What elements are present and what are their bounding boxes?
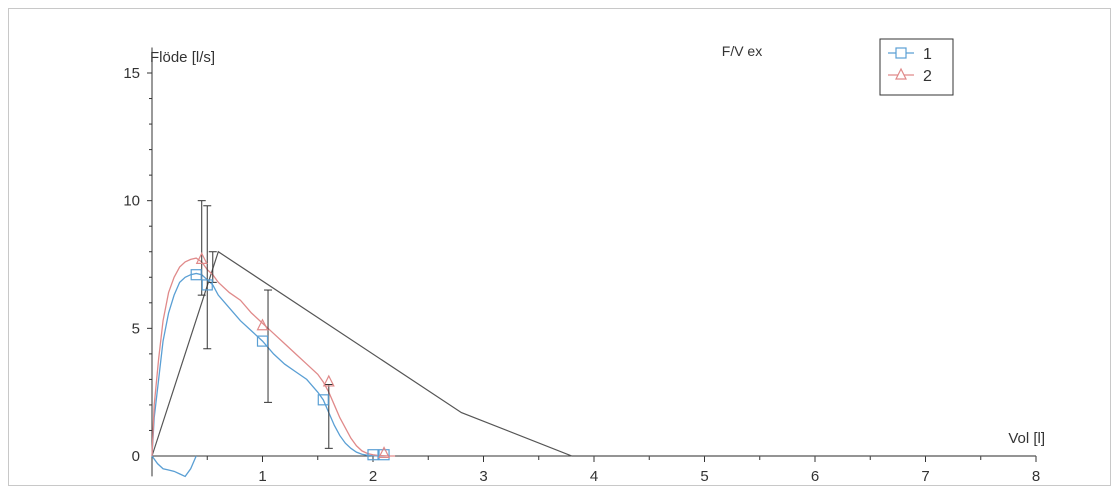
- x-tick-label: 6: [811, 468, 819, 485]
- x-tick-label: 1: [258, 468, 266, 485]
- series-2-marker: [256, 318, 269, 331]
- y-tick-label: 15: [123, 65, 140, 82]
- legend-items: 12: [888, 46, 932, 85]
- legend-square-icon: [895, 47, 907, 59]
- series-2-marker: [322, 374, 335, 387]
- legend-box: [879, 38, 954, 96]
- x-tick-label: 5: [700, 468, 708, 485]
- series-1-negative-trace: [151, 455, 197, 478]
- legend: 12: [879, 38, 954, 96]
- reference-curve: [151, 250, 1036, 457]
- x-axis-title: Vol [l]: [1008, 430, 1045, 447]
- x-tick-label: 8: [1032, 468, 1040, 485]
- legend-label: 2: [923, 68, 932, 85]
- series-1-marker: [317, 394, 329, 406]
- series-1-marker: [367, 449, 379, 461]
- chart-frame: [8, 8, 1111, 486]
- x-tick-label: 3: [479, 468, 487, 485]
- series-1-marker: [256, 335, 269, 347]
- series-2-line: [151, 257, 396, 457]
- chart-title: F/V ex: [722, 43, 762, 59]
- x-tick-label: 7: [921, 468, 929, 485]
- legend-triangle-icon: [895, 67, 907, 80]
- series-2-marker: [378, 446, 391, 459]
- series-layer: [151, 257, 396, 478]
- legend-label: 1: [923, 46, 932, 63]
- y-axis-title: Flöde [l/s]: [150, 49, 215, 66]
- series-1-line: [151, 272, 385, 457]
- series-2-marker: [195, 252, 208, 264]
- x-tick-label: 4: [590, 468, 598, 485]
- x-tick-label: 2: [369, 468, 377, 485]
- y-tick-label: 5: [132, 320, 140, 337]
- series-1-marker: [378, 449, 390, 461]
- series-1-marker: [201, 279, 213, 291]
- series-1-marker: [190, 269, 202, 281]
- markers-layer: [190, 252, 391, 461]
- reference-curve-layer: [151, 250, 1036, 457]
- y-tick-label: 10: [123, 193, 140, 210]
- y-tick-label: 0: [132, 448, 140, 465]
